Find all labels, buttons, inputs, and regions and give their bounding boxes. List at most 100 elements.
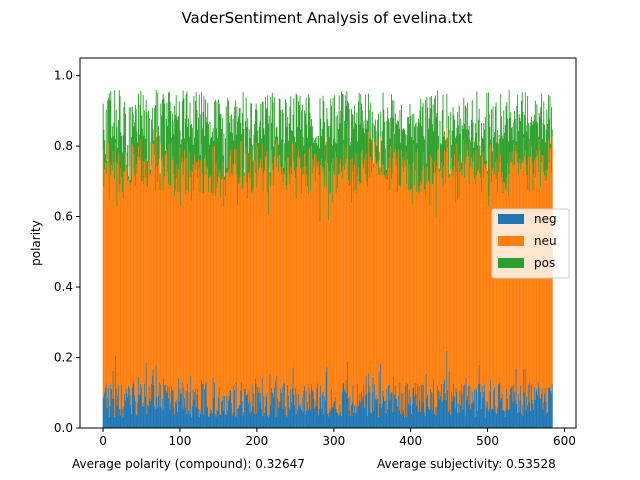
neu-bar: [160, 143, 162, 385]
neg-bar: [218, 397, 219, 428]
pos-bar: [341, 93, 343, 180]
neg-bar: [398, 410, 400, 428]
pos-bar: [440, 143, 442, 172]
neu-bar: [221, 179, 223, 402]
neg-bar: [264, 406, 266, 428]
neg-bar: [343, 383, 345, 428]
pos-bar: [511, 128, 512, 163]
neg-bar: [441, 383, 442, 428]
neu-bar: [485, 164, 487, 401]
pos-bar: [512, 140, 514, 166]
neu-bar: [176, 164, 178, 400]
neu-bar: [465, 144, 467, 378]
pos-bar: [175, 95, 177, 179]
pos-bar: [145, 99, 147, 159]
neg-bar: [505, 408, 507, 428]
neu-bar: [337, 188, 339, 413]
neg-bar: [141, 405, 143, 428]
neg-bar: [371, 392, 373, 428]
neg-bar: [213, 397, 215, 428]
neg-bar: [379, 403, 381, 428]
pos-bar: [291, 130, 293, 175]
pos-bar: [374, 119, 376, 157]
pos-bar: [477, 145, 479, 172]
y-tick-label: 1.0: [54, 69, 73, 83]
pos-bar: [284, 143, 286, 175]
pos-bar: [551, 129, 553, 137]
neu-bar: [362, 163, 364, 397]
neg-bar: [309, 394, 311, 428]
neg-bar: [241, 401, 243, 428]
pos-bar: [164, 103, 166, 177]
neu-bar: [405, 152, 407, 383]
neu-bar: [360, 183, 362, 403]
pos-bar: [193, 96, 195, 191]
neg-bar: [270, 405, 272, 428]
neu-bar: [235, 149, 237, 383]
neg-bar: [103, 399, 105, 428]
neg-bar: [527, 405, 529, 428]
pos-bar: [529, 126, 531, 139]
neu-bar: [245, 146, 247, 396]
pos-bar: [434, 95, 436, 173]
pos-bar: [218, 99, 219, 177]
neu-bar: [328, 171, 330, 413]
pos-bar: [391, 100, 393, 175]
pos-bar: [441, 110, 443, 179]
pos-bar: [131, 136, 133, 183]
neg-bar: [551, 383, 553, 428]
neu-bar: [305, 167, 307, 392]
neu-bar: [210, 175, 212, 409]
pos-bar: [134, 104, 136, 187]
neg-bar: [240, 390, 242, 428]
neu-bar: [269, 175, 271, 375]
neu-bar: [248, 171, 250, 391]
pos-bar: [378, 151, 380, 161]
neg-bar: [263, 395, 265, 428]
pos-bar: [517, 95, 519, 163]
neg-bar: [183, 387, 185, 428]
pos-bar: [306, 124, 308, 176]
neu-bar: [226, 171, 228, 396]
neg-bar: [128, 385, 129, 428]
neu-bar: [110, 175, 112, 385]
neg-bar: [113, 398, 115, 428]
neu-bar: [504, 182, 506, 412]
neg-bar: [537, 382, 539, 428]
pos-bar: [204, 99, 206, 156]
neg-bar: [416, 405, 418, 428]
pos-bar: [344, 121, 346, 171]
neg-bar: [160, 384, 162, 428]
pos-bar: [123, 107, 125, 172]
neg-bar: [544, 393, 546, 428]
pos-bar: [504, 125, 506, 189]
neu-bar: [161, 157, 163, 399]
neu-bar: [338, 173, 340, 416]
neu-bar: [522, 162, 524, 416]
pos-bar: [442, 94, 444, 187]
neu-bar: [332, 159, 334, 408]
pos-bar: [320, 118, 322, 166]
neg-bar: [298, 393, 299, 428]
neu-bar: [307, 186, 309, 403]
neg-bar: [325, 372, 327, 428]
neg-bar: [105, 383, 107, 428]
neg-bar: [307, 402, 309, 428]
neu-bar: [150, 173, 152, 401]
neg-bar: [164, 384, 166, 428]
neg-bar: [124, 393, 126, 428]
neg-bar: [268, 417, 269, 428]
neu-bar: [427, 180, 429, 407]
pos-bar: [195, 92, 197, 163]
neg-bar: [318, 414, 319, 428]
pos-bar: [258, 126, 260, 168]
pos-bar: [151, 119, 153, 167]
neg-bar: [452, 395, 454, 428]
neg-bar: [341, 415, 342, 428]
neg-bar: [330, 410, 332, 428]
pos-bar: [248, 129, 250, 172]
neu-bar: [293, 161, 295, 395]
pos-bar: [494, 106, 496, 163]
pos-bar: [521, 92, 523, 161]
neg-bar: [546, 413, 548, 428]
